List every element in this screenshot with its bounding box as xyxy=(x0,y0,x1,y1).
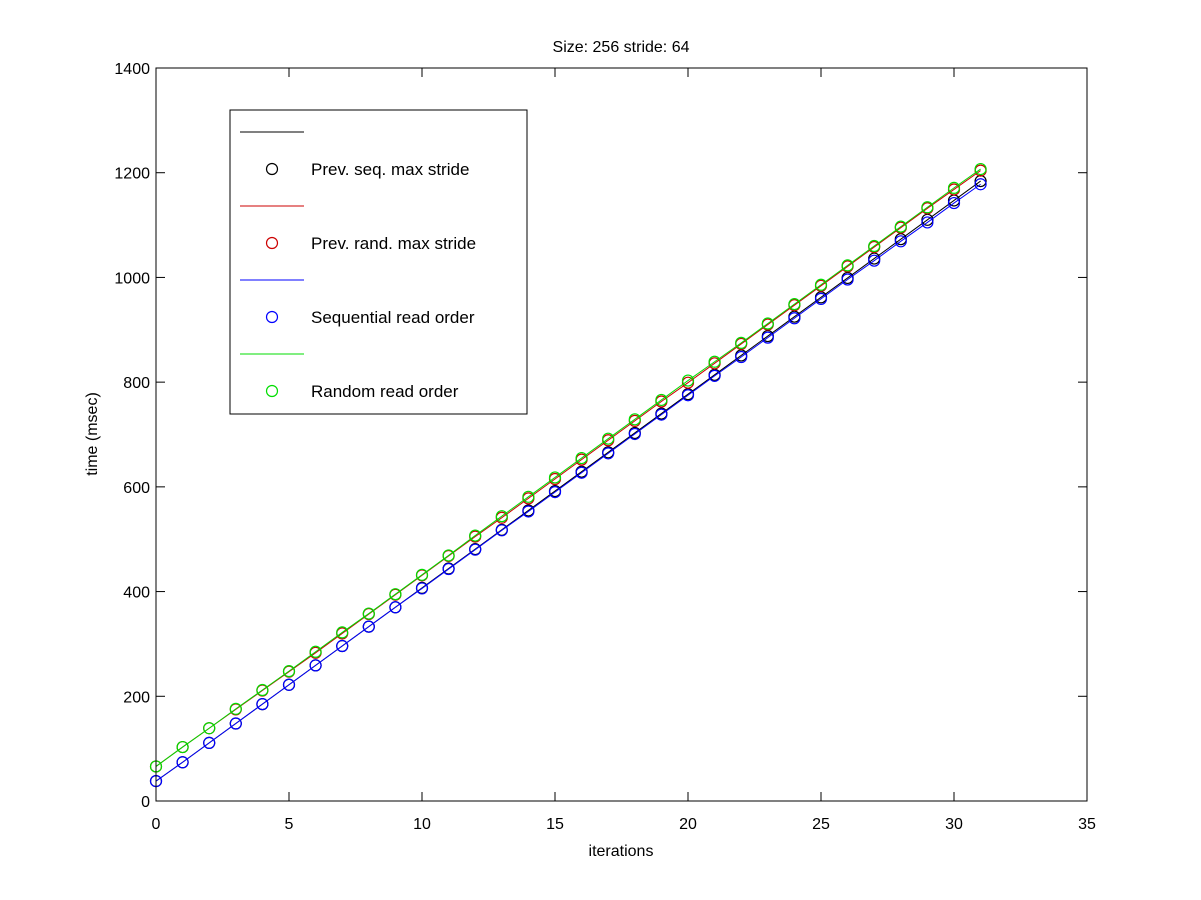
data-point xyxy=(681,374,695,387)
y-tick-label: 800 xyxy=(123,375,150,392)
data-point xyxy=(309,659,322,672)
data-point xyxy=(282,678,296,691)
data-point xyxy=(176,756,189,769)
legend-marker xyxy=(265,236,279,250)
x-tick-label: 35 xyxy=(1078,816,1096,833)
data-point xyxy=(389,588,402,601)
data-point xyxy=(921,201,934,214)
data-point xyxy=(336,639,349,653)
data-point xyxy=(415,582,429,595)
y-tick-label: 400 xyxy=(123,585,150,602)
data-point xyxy=(974,178,987,191)
data-point xyxy=(841,259,854,272)
data-point xyxy=(788,298,801,311)
plot-frame xyxy=(155,67,1088,802)
data-point xyxy=(947,181,961,194)
data-point xyxy=(522,505,535,518)
x-tick-label: 5 xyxy=(285,816,294,833)
legend-box xyxy=(229,109,528,415)
data-point xyxy=(655,393,668,407)
chart-title: Size: 256 stride: 64 xyxy=(553,39,690,56)
data-point xyxy=(868,254,881,267)
data-point xyxy=(788,312,801,325)
y-tick-label: 1200 xyxy=(114,166,150,183)
data-point xyxy=(575,466,588,479)
series-4 xyxy=(149,162,987,773)
x-tick-label: 25 xyxy=(812,816,830,833)
x-tick-label: 10 xyxy=(413,816,431,833)
y-axis-label: time (msec) xyxy=(84,392,101,476)
data-point xyxy=(868,239,881,253)
y-tick-label: 1400 xyxy=(114,61,150,78)
data-point xyxy=(681,389,695,402)
x-tick-label: 20 xyxy=(679,816,697,833)
data-point xyxy=(602,432,615,445)
data-point xyxy=(655,408,668,421)
legend-label: Random read order xyxy=(311,382,459,401)
y-tick-label: 200 xyxy=(123,689,150,706)
data-point xyxy=(735,336,748,349)
data-point xyxy=(469,543,482,556)
data-point xyxy=(841,273,854,286)
data-point xyxy=(894,235,907,248)
y-tick-label: 1000 xyxy=(114,270,150,287)
data-point xyxy=(628,413,641,426)
data-point xyxy=(548,471,562,484)
data-point xyxy=(229,702,242,715)
data-point xyxy=(256,698,269,711)
data-point xyxy=(203,722,216,735)
data-point xyxy=(708,355,721,368)
data-point xyxy=(974,162,987,176)
series-3 xyxy=(149,178,987,788)
legend-marker xyxy=(265,384,279,398)
y-tick-label: 0 xyxy=(141,794,150,811)
data-point xyxy=(708,369,721,382)
legend: Prev. seq. max stride Prev. rand. max str… xyxy=(229,109,528,415)
data-point xyxy=(735,350,748,364)
data-point xyxy=(176,740,189,754)
legend-marker xyxy=(265,162,279,176)
legend-marker xyxy=(265,310,279,324)
x-axis-label: iterations xyxy=(589,843,654,860)
data-point xyxy=(362,620,375,633)
data-point xyxy=(814,292,828,305)
data-point xyxy=(628,427,641,441)
data-point xyxy=(495,524,508,537)
x-tick-label: 15 xyxy=(546,816,564,833)
data-point xyxy=(229,717,242,730)
data-point xyxy=(362,607,375,620)
data-point xyxy=(522,490,535,503)
data-point xyxy=(203,736,216,749)
data-point xyxy=(282,665,296,678)
data-point xyxy=(415,568,429,581)
data-point xyxy=(469,529,482,542)
data-point xyxy=(947,196,961,210)
data-point xyxy=(309,645,322,658)
x-tick-label: 30 xyxy=(945,816,963,833)
x-tick-label: 0 xyxy=(152,816,161,833)
data-point xyxy=(761,331,774,344)
data-point xyxy=(389,601,402,614)
y-tick-label: 600 xyxy=(123,480,150,497)
data-point xyxy=(548,485,562,499)
legend-label: Prev. seq. max stride xyxy=(311,160,469,179)
legend-label: Prev. rand. max stride xyxy=(311,234,476,253)
data-point xyxy=(442,562,455,576)
data-point xyxy=(814,278,828,291)
data-point xyxy=(442,549,455,562)
data-point xyxy=(602,447,615,460)
data-point xyxy=(495,510,508,523)
data-point xyxy=(894,220,907,233)
data-point xyxy=(761,317,774,330)
data-point xyxy=(336,626,349,639)
data-point xyxy=(256,683,269,697)
legend-label: Sequential read order xyxy=(311,308,475,327)
data-point xyxy=(921,216,934,229)
data-point xyxy=(575,451,588,465)
